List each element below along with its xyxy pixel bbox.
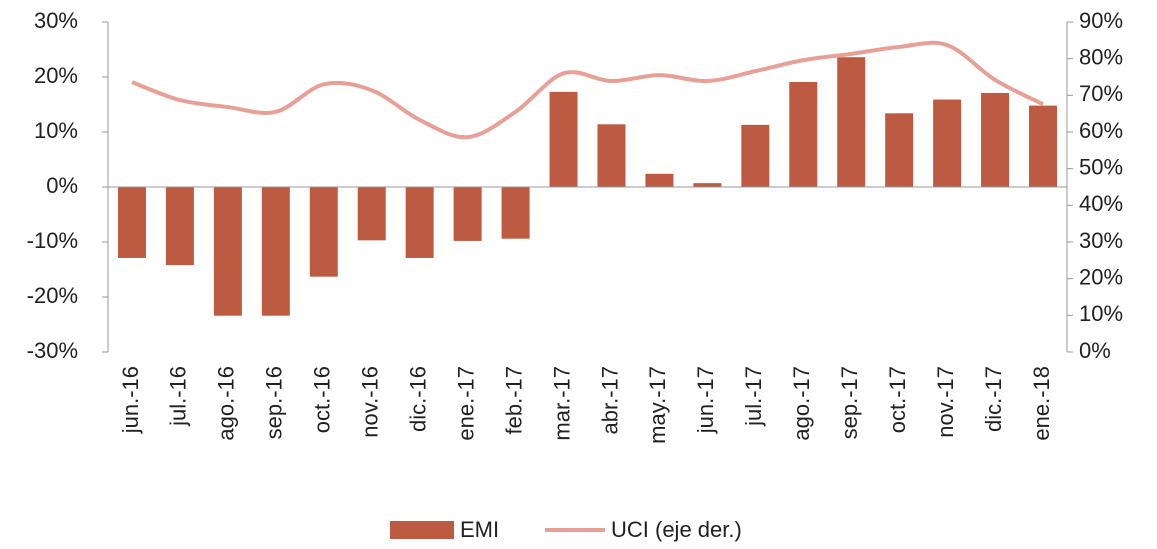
y2-tick-label: 10% xyxy=(1079,301,1123,326)
bar xyxy=(357,187,386,241)
y-tick-label: -30% xyxy=(27,338,78,363)
bar xyxy=(501,187,530,239)
bar xyxy=(453,187,482,241)
y2-tick-label: 40% xyxy=(1079,191,1123,216)
x-tick-label: ene.-18 xyxy=(1029,366,1054,441)
bar xyxy=(645,173,674,187)
y-tick-label: -20% xyxy=(27,283,78,308)
y2-tick-label: 70% xyxy=(1079,81,1123,106)
x-tick-label: jun.-16 xyxy=(118,366,143,434)
x-tick-label: dic.-17 xyxy=(981,366,1006,432)
bar xyxy=(741,124,770,187)
bar xyxy=(165,187,194,266)
legend-label: UCI (eje der.) xyxy=(611,517,742,542)
x-tick-label: ene.-17 xyxy=(453,366,478,441)
x-tick-label: ago.-17 xyxy=(789,366,814,441)
x-tick-label: oct.-17 xyxy=(885,366,910,433)
x-tick-label: sep.-16 xyxy=(262,366,287,439)
x-tick-label: abr.-17 xyxy=(597,366,622,435)
y2-tick-label: 0% xyxy=(1079,338,1111,363)
bar xyxy=(213,187,242,316)
bar xyxy=(885,113,914,187)
x-tick-label: oct.-16 xyxy=(310,366,335,433)
legend-label: EMI xyxy=(460,517,499,542)
x-tick-label: nov.-17 xyxy=(933,366,958,438)
bar xyxy=(1029,105,1058,187)
x-tick-label: may.-17 xyxy=(645,366,670,444)
y-tick-label: -10% xyxy=(27,228,78,253)
x-tick-label: jul.-16 xyxy=(166,366,191,427)
x-tick-label: feb.-17 xyxy=(501,366,526,435)
y2-tick-label: 50% xyxy=(1079,154,1123,179)
x-tick-label: dic.-16 xyxy=(405,366,430,432)
bar xyxy=(933,99,962,187)
y-tick-label: 30% xyxy=(34,8,78,33)
y2-tick-label: 30% xyxy=(1079,228,1123,253)
y-tick-label: 0% xyxy=(46,173,78,198)
x-tick-label: mar.-17 xyxy=(549,366,574,441)
bar xyxy=(597,124,626,187)
bar xyxy=(549,91,578,187)
y-tick-label: 10% xyxy=(34,118,78,143)
x-tick-label: jul.-17 xyxy=(741,366,766,427)
y2-tick-label: 80% xyxy=(1079,44,1123,69)
bar xyxy=(405,187,434,258)
x-tick-label: ago.-16 xyxy=(214,366,239,441)
bar xyxy=(693,183,722,187)
bar xyxy=(309,187,338,277)
y2-tick-label: 20% xyxy=(1079,264,1123,289)
y-tick-label: 20% xyxy=(34,63,78,88)
bar xyxy=(981,92,1010,187)
bar xyxy=(117,187,146,258)
legend-swatch xyxy=(390,521,454,539)
bar xyxy=(261,187,290,316)
y2-tick-label: 90% xyxy=(1079,8,1123,33)
bar xyxy=(789,81,818,187)
line xyxy=(131,40,1044,140)
x-tick-label: jun.-17 xyxy=(693,366,718,434)
bar xyxy=(837,57,866,188)
x-tick-label: sep.-17 xyxy=(837,366,862,439)
y2-tick-label: 60% xyxy=(1079,118,1123,143)
x-tick-label: nov.-16 xyxy=(358,366,383,438)
